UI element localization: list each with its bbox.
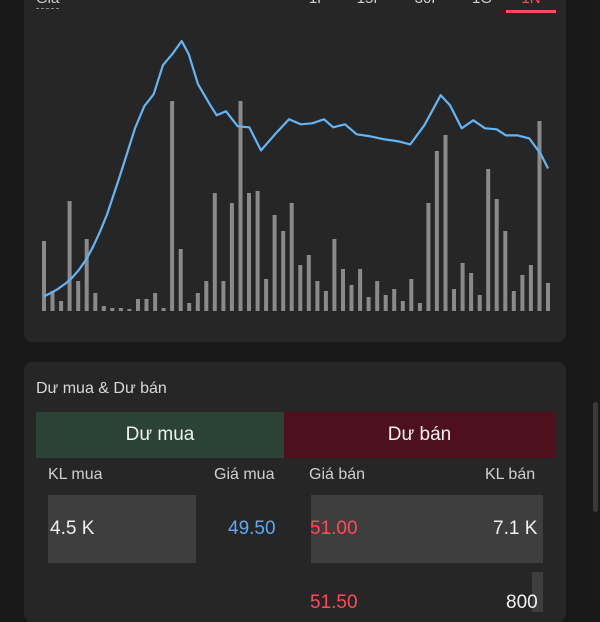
volume-bar (426, 203, 431, 311)
price-chart-card (24, 0, 566, 342)
volume-bar (255, 191, 260, 311)
col-buy-qty: KL mua (48, 466, 103, 483)
volume-bar (383, 295, 388, 311)
price-label[interactable]: Giá (36, 0, 60, 9)
sell-price-value: 51.50 (310, 592, 358, 613)
volume-bar (161, 308, 166, 311)
volume-bar (409, 279, 414, 311)
sell-qty-bar (532, 572, 543, 612)
volume-bar (76, 281, 81, 311)
tab-range-1g[interactable]: 1G (462, 0, 502, 8)
volume-bar (212, 193, 217, 311)
sell-qty-value: 7.1 K (493, 518, 538, 539)
volume-bar (238, 101, 243, 311)
volume-bar (289, 203, 294, 311)
volume-bar (341, 269, 345, 311)
volume-bar (366, 297, 371, 311)
volume-bar (306, 255, 311, 311)
volume-bar (50, 291, 55, 311)
volume-bar (42, 241, 46, 311)
col-buy-price: Giá mua (214, 466, 275, 483)
volume-bar (110, 308, 115, 311)
volume-bar (247, 193, 251, 311)
tab-range-1p[interactable]: 1P (298, 0, 338, 8)
volume-bar (486, 169, 491, 311)
volume-bar (452, 289, 456, 311)
volume-bar (118, 308, 123, 311)
volume-bar (537, 121, 542, 311)
volume-bar (101, 306, 106, 311)
volume-bar (528, 265, 533, 311)
buy-qty-value: 4.5 K (50, 518, 95, 539)
price-volume-chart (42, 39, 550, 311)
volume-bar (511, 291, 516, 311)
orderbook-title: Dư mua & Dư bán (36, 380, 167, 397)
sell-price-value: 51.00 (310, 518, 358, 539)
col-sell-qty: KL bán (485, 466, 536, 483)
volume-bar (204, 281, 209, 311)
buy-side-header[interactable]: Dư mua (36, 412, 284, 458)
tab-range-1n[interactable]: 1N (511, 0, 551, 8)
buy-qty-bar (48, 495, 196, 563)
volume-bar (434, 151, 439, 311)
volume-bar (264, 279, 269, 311)
sell-side-label: Dư bán (387, 424, 452, 445)
volume-bar (323, 291, 328, 311)
tab-range-30p[interactable]: 30P (408, 0, 448, 8)
scrollbar-track[interactable] (591, 0, 600, 600)
volume-bar (315, 281, 320, 311)
volume-bar (84, 239, 89, 311)
volume-bar (281, 231, 286, 311)
volume-bar (153, 293, 158, 311)
volume-bar (272, 215, 277, 311)
volume-bar (221, 281, 226, 311)
volume-bar (392, 289, 397, 311)
volume-bar (469, 273, 474, 311)
volume-bar (195, 293, 200, 311)
volume-bar (67, 201, 72, 311)
volume-bar (178, 249, 183, 311)
sell-side-header[interactable]: Dư bán (284, 412, 555, 458)
volume-bar (494, 199, 499, 311)
volume-bar (477, 295, 482, 311)
buy-side-label: Dư mua (125, 424, 195, 445)
volume-bar (298, 265, 303, 311)
volume-bar (332, 239, 337, 311)
price-line (43, 39, 549, 298)
sell-qty-bar (311, 495, 543, 563)
volume-bar (358, 269, 363, 311)
volume-bar (59, 301, 64, 311)
volume-bar (460, 263, 465, 311)
volume-bar (520, 275, 525, 311)
volume-bar (229, 203, 234, 311)
volume-bar (503, 231, 508, 311)
volume-bar (170, 101, 175, 311)
active-range-underline (506, 10, 556, 13)
volume-bar (349, 285, 354, 311)
volume-bar (417, 303, 422, 311)
volume-bar (136, 299, 140, 311)
volume-bar (546, 283, 550, 311)
volume-bar (187, 303, 192, 311)
volume-bar (375, 281, 380, 311)
volume-bar (144, 299, 149, 311)
col-sell-price: Giá bán (309, 466, 366, 483)
volume-bar (93, 293, 98, 311)
volume-bar (127, 309, 132, 311)
orderbook-card (24, 362, 566, 622)
tab-range-15p[interactable]: 15P (350, 0, 390, 8)
buy-price-value: 49.50 (228, 518, 276, 539)
volume-bar (400, 301, 405, 311)
volume-bar (443, 135, 448, 311)
scrollbar-thumb[interactable] (593, 402, 598, 512)
sell-qty-value: 800 (506, 592, 538, 613)
